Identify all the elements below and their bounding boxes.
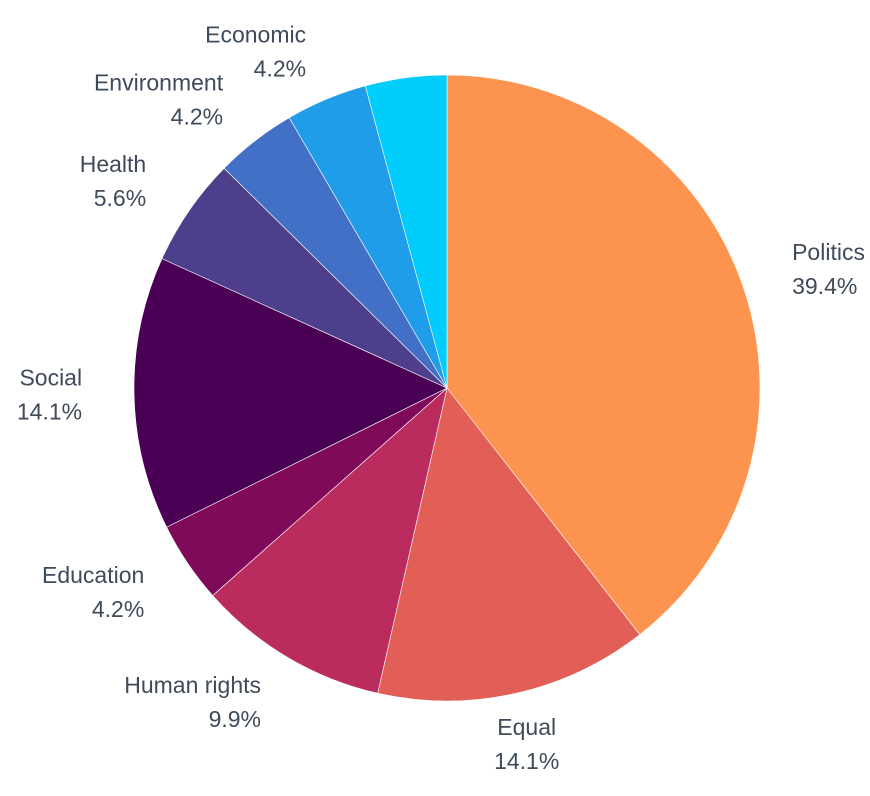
slice-label-name-politics: Politics: [792, 239, 865, 265]
pie-slice-human-rights: [212, 387, 448, 694]
slice-label-value-economic: 4.2%: [254, 55, 306, 81]
slice-label-name-environment: Environment: [94, 70, 224, 96]
slice-label-value-politics: 39.4%: [792, 273, 857, 299]
slice-label-name-economic: Economic: [205, 21, 306, 47]
slice-label-value-environment: 4.2%: [171, 104, 223, 130]
slice-label-value-human-rights: 9.9%: [209, 706, 261, 732]
slice-label-name-human-rights: Human rights: [124, 672, 261, 698]
pie-slice-politics: [446, 74, 761, 636]
pie-slice-other: [364, 74, 448, 389]
pie-slice-social: [133, 258, 448, 528]
slice-label-value-equal: 14.1%: [494, 748, 559, 774]
pie-labels: Politics 39.4% Equal 14.1% Human rights 9.9% E…: [17, 21, 865, 774]
slice-label-name-social: Social: [19, 364, 82, 390]
slice-label-name-health: Health: [80, 151, 146, 177]
pie-slices: [133, 74, 761, 702]
slice-label-name-equal: Equal: [497, 714, 556, 740]
slice-label-value-health: 5.6%: [94, 185, 146, 211]
slice-label-name-education: Education: [42, 562, 144, 588]
pie-slice-equal: [377, 387, 641, 702]
slice-label-value-social: 14.1%: [17, 398, 82, 424]
slice-label-value-education: 4.2%: [92, 596, 144, 622]
